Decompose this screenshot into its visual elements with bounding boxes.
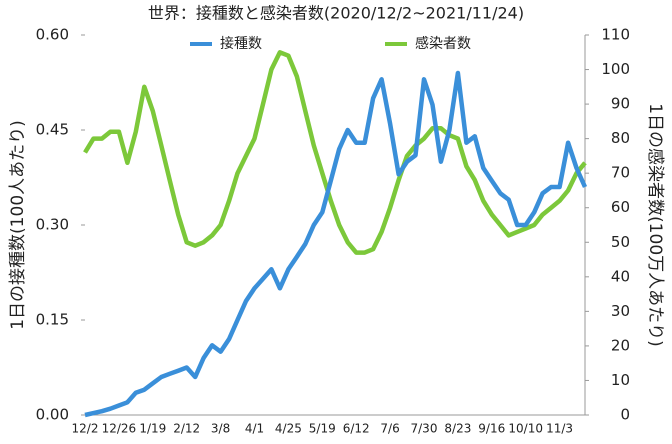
y-tick-label: 0.00 xyxy=(36,406,69,424)
x-tick-label: 5/19 xyxy=(309,422,336,436)
chart-title: 世界：接種数と感染者数(2020/12/2~2021/11/24) xyxy=(148,4,524,23)
x-tick-label: 8/23 xyxy=(444,422,471,436)
y2-tick-label: 10 xyxy=(611,371,630,389)
y-tick-label: 0.30 xyxy=(36,216,69,234)
legend-label: 接種数 xyxy=(220,35,262,52)
x-tick-label: 7/6 xyxy=(380,422,399,436)
y2-tick-label: 100 xyxy=(601,60,630,78)
x-tick-label: 7/30 xyxy=(411,422,438,436)
x-tick-label: 1/19 xyxy=(139,422,166,436)
x-tick-label: 11/3 xyxy=(546,422,573,436)
x-tick-label: 4/1 xyxy=(245,422,264,436)
x-tick-label: 9/16 xyxy=(478,422,505,436)
y-tick-label: 0.15 xyxy=(36,311,69,329)
y2-axis-title: 1日の感染者数(100万人あたり) xyxy=(645,103,665,347)
y2-tick-label: 110 xyxy=(601,26,630,44)
x-tick-label: 12/26 xyxy=(102,422,137,436)
y2-tick-label: 80 xyxy=(611,129,630,147)
x-tick-label: 12/2 xyxy=(72,422,99,436)
y-tick-label: 0.45 xyxy=(36,121,69,139)
y2-tick-label: 30 xyxy=(611,302,630,320)
y2-tick-label: 60 xyxy=(611,198,630,216)
x-tick-label: 2/12 xyxy=(173,422,200,436)
y-axis-title: 1日の接種数(100人あたり) xyxy=(8,120,28,330)
y2-tick-label: 20 xyxy=(611,336,630,354)
y-tick-label: 0.60 xyxy=(36,26,69,44)
x-tick-label: 4/25 xyxy=(275,422,302,436)
x-tick-label: 10/10 xyxy=(508,422,543,436)
series-line xyxy=(84,70,588,418)
x-tick-label: 3/8 xyxy=(211,422,230,436)
y2-tick-label: 40 xyxy=(611,267,630,285)
x-tick-label: 6/12 xyxy=(343,422,370,436)
y2-tick-label: 90 xyxy=(611,95,630,113)
y2-tick-label: 70 xyxy=(611,164,630,182)
y2-tick-label: 50 xyxy=(611,233,630,251)
y2-tick-label: 0 xyxy=(620,406,630,424)
series-line xyxy=(83,50,587,255)
legend-label: 感染者数 xyxy=(415,35,471,52)
